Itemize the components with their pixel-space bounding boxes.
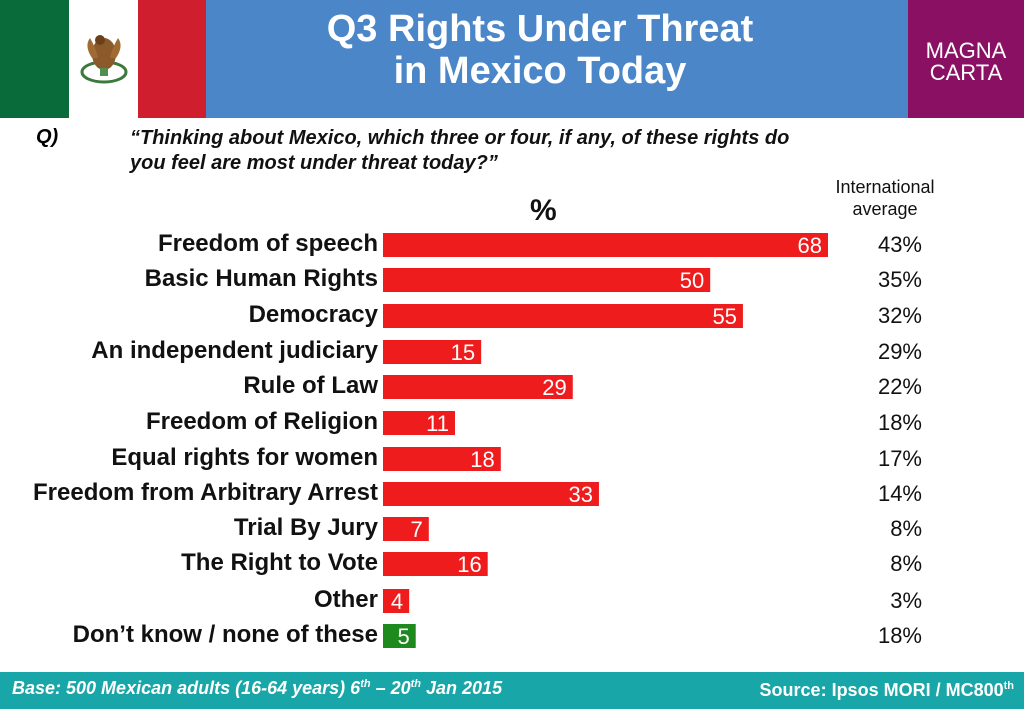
page-title: Q3 Rights Under Threat in Mexico Today — [240, 8, 840, 92]
category-label: Freedom of Religion — [145, 408, 378, 435]
international-average-value: 8% — [890, 551, 922, 576]
category-label: Democracy — [248, 301, 378, 328]
international-average-value: 18% — [877, 410, 922, 435]
international-average-value: 43% — [877, 232, 922, 257]
question-line-2: you feel are most under threat today?” — [130, 152, 498, 174]
bar — [383, 233, 828, 257]
international-average-value: 22% — [877, 374, 922, 399]
logo-line-1: MAGNA — [925, 38, 1007, 63]
question-line-1: “Thinking about Mexico, which three or f… — [130, 127, 790, 149]
international-average-value: 35% — [877, 267, 922, 292]
category-label: Freedom of speech — [157, 230, 378, 257]
bar-value-label: 18 — [470, 447, 494, 472]
footer-bar: Base: 500 Mexican adults (16-64 years) 6… — [0, 672, 1024, 709]
category-label: Freedom from Arbitrary Arrest — [33, 479, 378, 506]
bar-value-label: 7 — [411, 517, 423, 542]
source-note: Source: Ipsos MORI / MC800th — [759, 680, 1014, 700]
bar — [383, 411, 455, 435]
category-label: Equal rights for women — [111, 444, 378, 471]
intl-header-line-2: average — [852, 199, 918, 219]
bar-value-label: 68 — [798, 233, 822, 258]
bar-value-label: 15 — [451, 340, 475, 365]
base-note: Base: 500 Mexican adults (16-64 years) 6… — [12, 678, 503, 698]
international-average-value: 29% — [877, 339, 922, 364]
bar — [383, 517, 429, 541]
mexico-flag-icon — [0, 0, 206, 118]
bar — [383, 375, 573, 399]
intl-header-line-1: International — [835, 177, 935, 197]
bar — [383, 482, 599, 506]
category-label: Other — [313, 586, 378, 613]
category-label: Don’t know / none of these — [72, 621, 378, 648]
international-average-value: 3% — [890, 588, 922, 613]
category-label: Basic Human Rights — [144, 265, 378, 292]
category-label: Rule of Law — [243, 372, 378, 399]
bar-value-label: 55 — [712, 304, 736, 329]
bar-value-label: 50 — [680, 268, 704, 293]
bar-value-label: 16 — [457, 552, 481, 577]
bar-value-label: 29 — [542, 375, 566, 400]
international-average-header: International average — [820, 176, 950, 220]
question-text: “Thinking about Mexico, which three or f… — [130, 126, 930, 176]
bar-value-label: 4 — [391, 589, 403, 614]
title-line-1: Q3 Rights Under Threat — [326, 8, 754, 50]
bar — [383, 552, 488, 576]
percent-header: % — [530, 194, 557, 227]
international-average-value: 14% — [877, 481, 922, 506]
bar — [383, 447, 501, 471]
international-average-value: 17% — [877, 446, 922, 471]
international-average-value: 8% — [890, 516, 922, 541]
bar-value-label: 5 — [397, 624, 409, 649]
category-label: An independent judiciary — [91, 337, 378, 364]
question-label: Q) — [36, 126, 59, 148]
header-banner: Q3 Rights Under Threat in Mexico Today M… — [0, 0, 1024, 118]
bar — [383, 304, 743, 328]
international-average-value: 32% — [877, 303, 922, 328]
international-average-value: 18% — [877, 623, 922, 648]
category-label: The Right to Vote — [181, 549, 378, 576]
category-label: Trial By Jury — [233, 514, 378, 541]
bar — [383, 624, 416, 648]
bar — [383, 589, 410, 613]
logo-line-2: CARTA — [929, 60, 1003, 85]
magna-carta-logo: MAGNA CARTA — [908, 0, 1024, 118]
bar-value-label: 11 — [426, 411, 449, 436]
bar-value-label: 33 — [568, 482, 592, 507]
bar — [383, 268, 711, 292]
title-line-2: in Mexico Today — [393, 50, 687, 92]
bar — [383, 340, 482, 364]
